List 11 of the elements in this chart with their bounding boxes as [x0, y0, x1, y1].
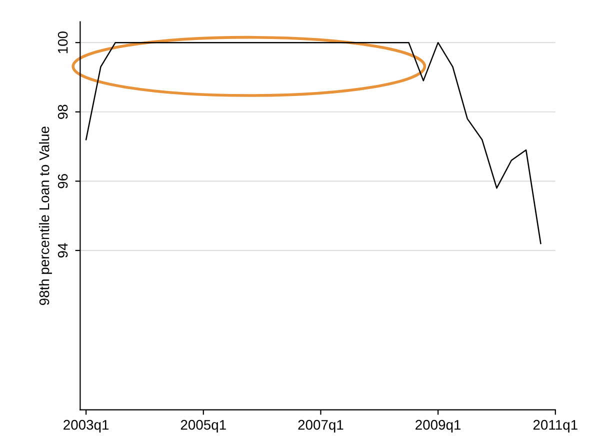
y-tick-label: 96	[58, 174, 68, 188]
x-tick-label: 2003q1	[64, 420, 109, 433]
x-tick-label: 2007q1	[298, 420, 344, 433]
y-tick-label: 100	[58, 32, 68, 54]
y-tick-label: 94	[58, 243, 68, 258]
x-tick-label: 2011q1	[533, 420, 578, 433]
y-axis-title: 98th percentile Loan to Value	[39, 126, 52, 305]
x-tick-label: 2005q1	[180, 420, 226, 433]
y-tick-label: 98	[58, 104, 68, 119]
line-series	[85, 42, 542, 244]
x-tick-label: 2009q1	[416, 420, 461, 433]
